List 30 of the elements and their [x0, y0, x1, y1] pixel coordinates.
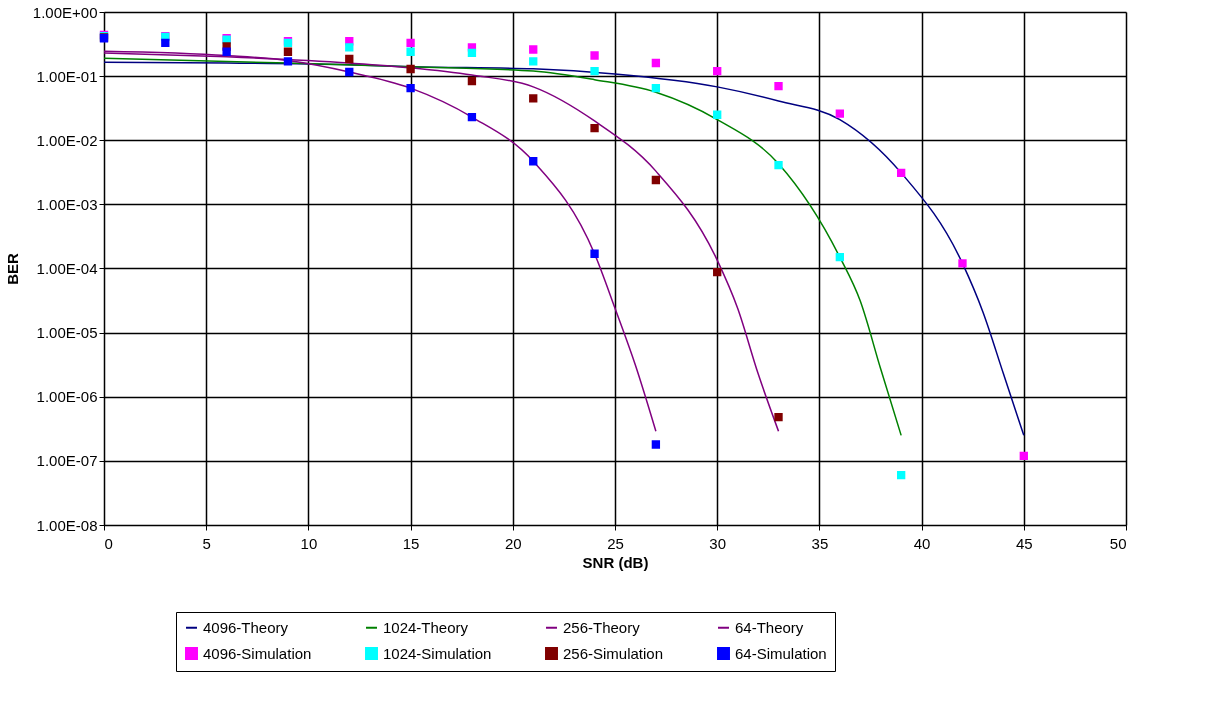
legend-label: 1024-Simulation [383, 644, 492, 662]
y-tick-label: 1.00E-08 [36, 516, 98, 534]
x-tick-label: 0 [104, 534, 113, 552]
legend-label: 1024-Theory [383, 618, 469, 636]
y-tick-label: 1.00E-07 [36, 452, 98, 470]
x-tick-label: 5 [202, 534, 211, 552]
legend-label: 4096-Theory [203, 618, 289, 636]
x-tick-label: 40 [913, 534, 931, 552]
y-tick-label: 1.00E-06 [36, 388, 98, 406]
legend-label: 4096-Simulation [203, 644, 312, 662]
legend-label: 64-Theory [735, 618, 804, 636]
x-tick-label: 30 [709, 534, 727, 552]
y-tick-label: 1.00E-05 [36, 324, 98, 342]
x-tick-label: 20 [504, 534, 522, 552]
x-axis-title: SNR (dB) [582, 553, 649, 571]
y-tick-label: 1.00E-02 [36, 131, 98, 149]
legend-label: 256-Simulation [563, 644, 664, 662]
x-tick-label: 50 [1109, 534, 1127, 552]
y-tick-label: 1.00E+00 [32, 3, 98, 21]
y-tick-label: 1.00E-01 [36, 67, 98, 85]
y-axis-title: BER [3, 253, 21, 285]
legend-label: 256-Theory [563, 618, 641, 636]
legend-label: 64-Simulation [735, 644, 827, 662]
x-tick-label: 10 [300, 534, 318, 552]
x-tick-label: 35 [811, 534, 829, 552]
x-tick-label: 15 [402, 534, 420, 552]
y-tick-label: 1.00E-04 [36, 260, 98, 277]
x-tick-label: 45 [1015, 534, 1033, 552]
x-tick-label: 25 [607, 534, 624, 552]
y-tick-label: 1.00E-03 [36, 195, 98, 213]
